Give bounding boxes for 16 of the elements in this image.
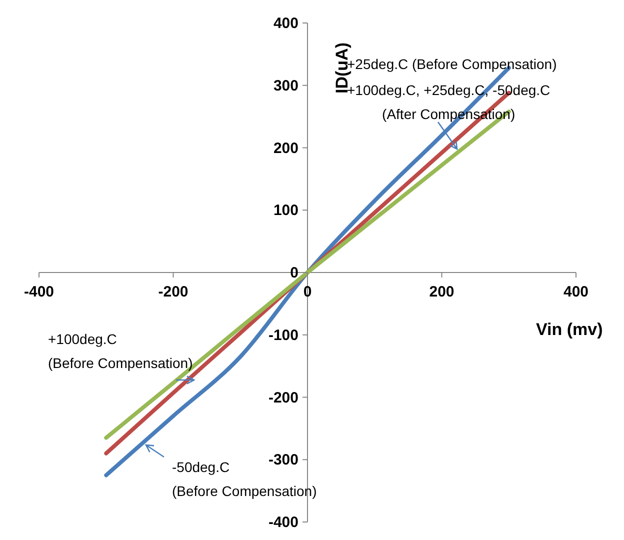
y-tick-label: 100 (273, 202, 298, 220)
x-tick-label: 0 (303, 284, 312, 300)
y-tick-label: -100 (268, 326, 298, 344)
y-tick-label: 200 (273, 140, 298, 157)
y-tick-label: 400 (273, 15, 298, 32)
x-tick-label: -200 (158, 284, 188, 300)
x-tick-label: -400 (24, 284, 54, 300)
y-tick-label: 0 (290, 264, 298, 282)
y-tick-label: -200 (268, 389, 298, 406)
y-tick-label: 300 (273, 77, 298, 94)
y-tick-label: -300 (268, 452, 298, 469)
annotation: +100deg.C (Before Compensation) (48, 330, 193, 373)
x-tick-label: 400 (563, 284, 589, 300)
x-tick-label: 200 (429, 284, 454, 300)
y-tick-label: -400 (268, 514, 298, 531)
x-axis-title: Vin (mv) (536, 320, 603, 340)
